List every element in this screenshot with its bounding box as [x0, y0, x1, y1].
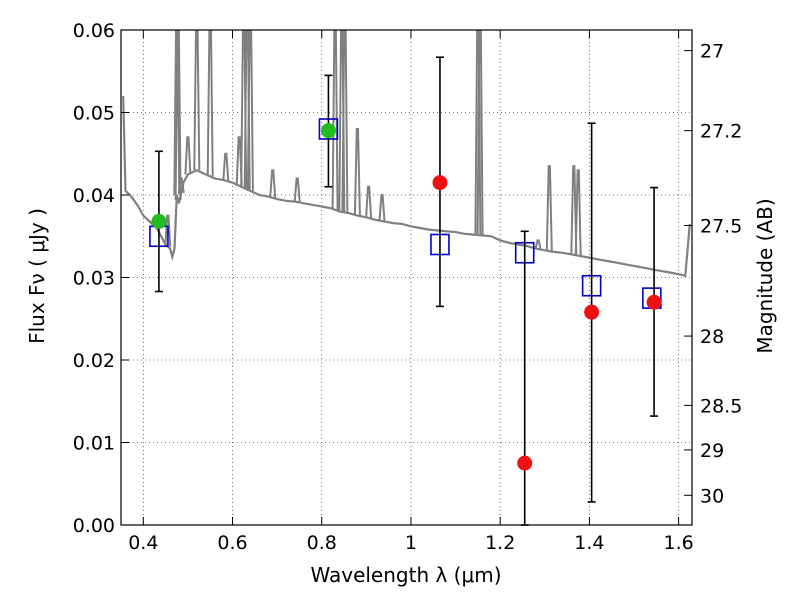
emission-line-1	[173, 30, 181, 196]
emission-line-17	[353, 128, 361, 216]
grid-lines	[121, 30, 692, 525]
emission-line-24	[570, 165, 578, 255]
x-tick-labels: 0.4 0.6 0.8 1 1.2 1.4 1.6	[128, 532, 694, 554]
emission-line-13	[293, 177, 301, 203]
x-axis-title: Wavelength λ (μm)	[310, 563, 501, 587]
emission-line-22	[534, 239, 542, 250]
observed-point-0	[151, 213, 167, 229]
observed-point-5	[646, 294, 662, 310]
emission-line-7	[222, 152, 230, 181]
emission-line-11	[246, 30, 254, 191]
y2-axis-title: Magnitude (AB)	[753, 198, 777, 353]
x-tick-label: 0.8	[307, 532, 337, 554]
y2-tick-label: 27.5	[700, 216, 742, 238]
observed-points-layer	[151, 123, 662, 471]
observed-point-4	[584, 304, 600, 320]
y-tick-label: 0.01	[73, 433, 115, 455]
emission-line-0	[164, 214, 172, 247]
x-tick-label: 1	[405, 532, 417, 554]
errorbar-3	[520, 230, 529, 526]
emission-line-19	[378, 194, 386, 222]
y-tick-label: 0.05	[73, 103, 115, 125]
emission-line-18	[365, 185, 373, 218]
axis-ticks	[121, 29, 692, 526]
y-tick-label: 0.03	[73, 268, 115, 290]
emission-line-2	[174, 30, 182, 201]
emission-line-3	[177, 177, 185, 194]
y2-tick-label: 27.2	[700, 121, 742, 143]
x-tick-label: 1.2	[485, 532, 515, 554]
model-flux-squares-layer	[149, 118, 662, 309]
emission-line-23	[545, 165, 553, 252]
y2-tick-label: 30	[700, 485, 724, 507]
x-tick-label: 0.4	[128, 532, 158, 554]
emission-line-12	[269, 169, 277, 198]
emission-line-16	[341, 30, 349, 213]
observed-point-1	[320, 123, 336, 139]
x-tick-label: 1.6	[664, 532, 694, 554]
y2-tick-label: 29	[700, 440, 724, 462]
y2-tick-label: 27	[700, 41, 724, 63]
emission-line-6	[206, 30, 214, 177]
model-spectrum-layer	[122, 30, 691, 278]
y-tick-label: 0.04	[73, 185, 115, 207]
x-tick-label: 0.6	[217, 532, 247, 554]
y2-tick-label: 28	[700, 326, 724, 348]
observed-point-3	[517, 455, 533, 471]
emission-line-21	[476, 30, 484, 236]
emission-line-25	[574, 169, 582, 256]
y-tick-label: 0.06	[73, 20, 115, 42]
emission-line-5	[193, 30, 201, 171]
y-axis-title: Flux Fν ( μJy )	[25, 208, 49, 344]
x-tick-label: 1.4	[574, 532, 604, 554]
y2-tick-labels: 27 27.2 27.5 28 28.5 29 30	[700, 41, 742, 508]
emission-line-4	[184, 136, 192, 175]
y2-tick-label: 28.5	[700, 395, 742, 417]
y-tick-label: 0.00	[73, 515, 115, 537]
emission-line-14	[331, 30, 339, 210]
y-tick-label: 0.02	[73, 350, 115, 372]
y-tick-labels: 0.00 0.01 0.02 0.03 0.04 0.05 0.06	[73, 20, 115, 537]
observed-point-2	[432, 175, 448, 191]
plot-frame	[120, 29, 693, 526]
